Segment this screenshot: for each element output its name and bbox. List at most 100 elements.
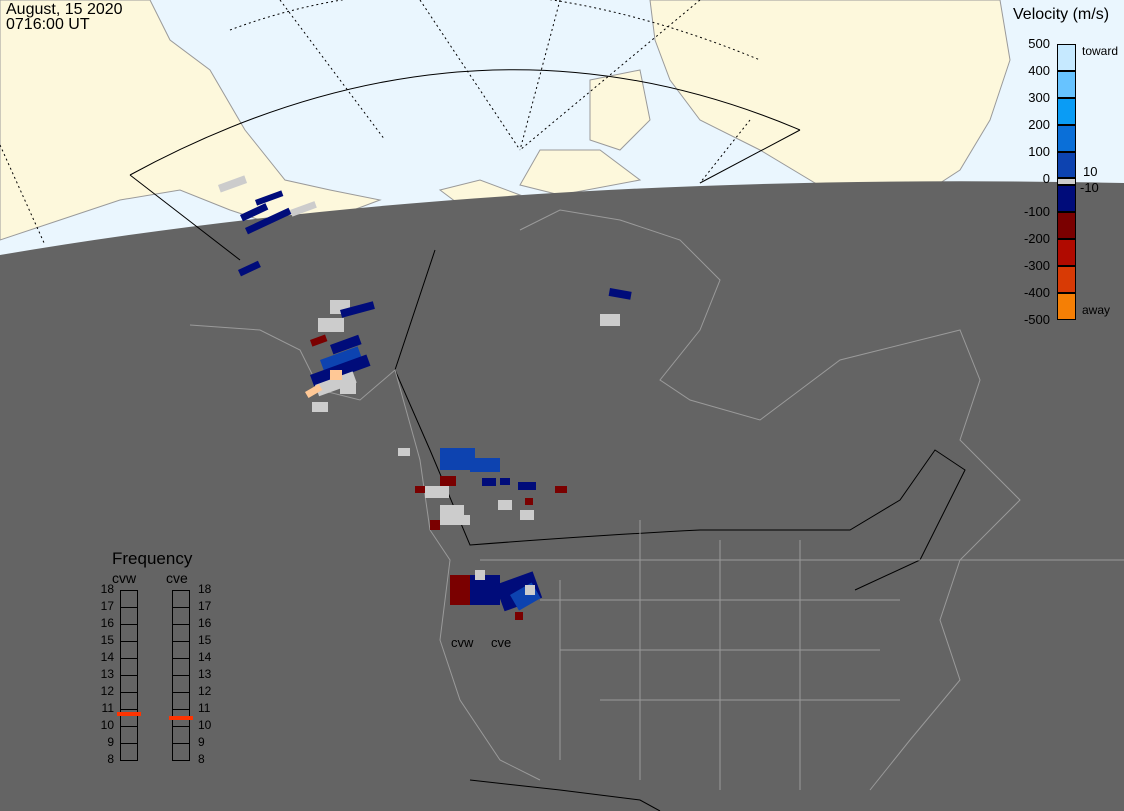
frequency-cell [120, 590, 138, 608]
colorbar-tick: -400 [1023, 285, 1050, 300]
velocity-cell [518, 482, 536, 490]
frequency-cell [120, 692, 138, 710]
nightside [0, 181, 1124, 811]
frequency-cell [172, 675, 190, 693]
velocity-cell [312, 402, 328, 412]
velocity-cell [440, 476, 456, 486]
colorbar-title: Velocity (m/s) [1013, 6, 1110, 23]
colorbar-segment [1057, 185, 1076, 212]
velocity-cell [244, 207, 292, 235]
frequency-tick-right: 9 [198, 735, 205, 749]
frequency-tick-right: 14 [198, 650, 212, 664]
coastlines [189, 209, 1124, 791]
frequency-tick-right: 10 [198, 718, 212, 732]
velocity-cell [255, 190, 284, 206]
frequency-tick-right: 11 [198, 701, 211, 715]
colorbar-ground-scatter [1057, 178, 1076, 185]
velocity-cell [525, 498, 533, 505]
frequency-tick-left: 14 [100, 650, 114, 664]
colorbar-toward-label: toward [1082, 44, 1119, 58]
frequency-title: Frequency [112, 549, 193, 568]
colorbar-inner-tick: 10 [1083, 164, 1098, 179]
colorbar-tick: -100 [1023, 204, 1050, 219]
colorbar-tick: 0 [1042, 171, 1050, 186]
velocity-cell [315, 371, 357, 397]
frequency-tick-left: 15 [100, 633, 114, 647]
frequency-cell [120, 675, 138, 693]
colorbar-tick: 500 [1028, 36, 1050, 51]
frequency-tick-right: 15 [198, 633, 212, 647]
frequency-cell [120, 607, 138, 625]
velocity-cell [515, 612, 523, 620]
frequency-cell [120, 743, 138, 761]
colorbar-away-label: away [1082, 303, 1111, 317]
velocity-cell [415, 486, 425, 493]
frequency-tick-left: 13 [100, 667, 114, 681]
frequency-tick-left: 16 [100, 616, 114, 630]
velocity-cell [320, 346, 363, 374]
frequency-tick-right: 16 [198, 616, 212, 630]
velocity-cell [304, 384, 323, 399]
velocity-cell [498, 500, 512, 510]
velocity-cell [450, 575, 470, 605]
colorbar-tick: 300 [1028, 90, 1050, 105]
grid-lines [0, 0, 966, 811]
velocity-cell [340, 382, 356, 394]
velocity-cell [289, 201, 317, 217]
frequency-cell [120, 658, 138, 676]
colorbar-inner-tick: -10 [1080, 180, 1099, 195]
colorbar-tick: -300 [1023, 258, 1050, 273]
frequency-marker-cve [169, 715, 193, 720]
radar-label-cvw: cvw [451, 635, 474, 650]
frequency-cell [172, 658, 190, 676]
frequency-cell [172, 726, 190, 744]
colorbar-segment [1057, 266, 1076, 293]
velocity-cell [482, 478, 496, 486]
frequency-cell [120, 726, 138, 744]
frequency-tick-left: 9 [107, 735, 114, 749]
frequency-tick-right: 18 [198, 582, 212, 596]
colorbar-tick: 100 [1028, 144, 1050, 159]
velocity-cell [460, 515, 470, 525]
frequency-cell [172, 641, 190, 659]
frequency-tick-left: 12 [100, 684, 114, 698]
time-label: 0716:00 UT [6, 16, 90, 33]
velocity-cell [318, 318, 344, 332]
frequency-cell [120, 624, 138, 642]
frequency-cell [172, 743, 190, 761]
velocity-cell [475, 570, 485, 580]
velocity-cell [430, 520, 440, 530]
frequency-radar-label: cvw [112, 570, 137, 586]
colorbar-tick: 400 [1028, 63, 1050, 78]
velocity-cell [330, 370, 342, 380]
dayside-land [0, 0, 1011, 241]
velocity-cell [555, 486, 567, 493]
velocity-cell [398, 448, 410, 456]
velocity-cell [525, 585, 535, 595]
frequency-cell [172, 590, 190, 608]
velocity-cells [218, 175, 632, 620]
colorbar-tick: -200 [1023, 231, 1050, 246]
velocity-cell [310, 334, 328, 347]
velocity-cell [500, 478, 510, 485]
colorbar-tick: 200 [1028, 117, 1050, 132]
frequency-tick-right: 12 [198, 684, 212, 698]
colorbar-segment [1057, 71, 1076, 98]
colorbar-tick: -500 [1023, 312, 1050, 327]
velocity-cell [520, 510, 534, 520]
colorbar-segment [1057, 293, 1076, 320]
colorbar-segment [1057, 152, 1076, 178]
velocity-cell [218, 175, 248, 193]
frequency-tick-left: 17 [100, 599, 114, 613]
velocity-cell [425, 486, 449, 498]
colorbar-segment [1057, 98, 1076, 125]
colorbar-segment [1057, 239, 1076, 266]
frequency-tick-right: 13 [198, 667, 212, 681]
velocity-cell [608, 288, 632, 300]
frequency-radar-label: cve [166, 570, 188, 586]
frequency-cell [120, 641, 138, 659]
velocity-cell [440, 448, 475, 470]
velocity-cell [238, 260, 261, 277]
